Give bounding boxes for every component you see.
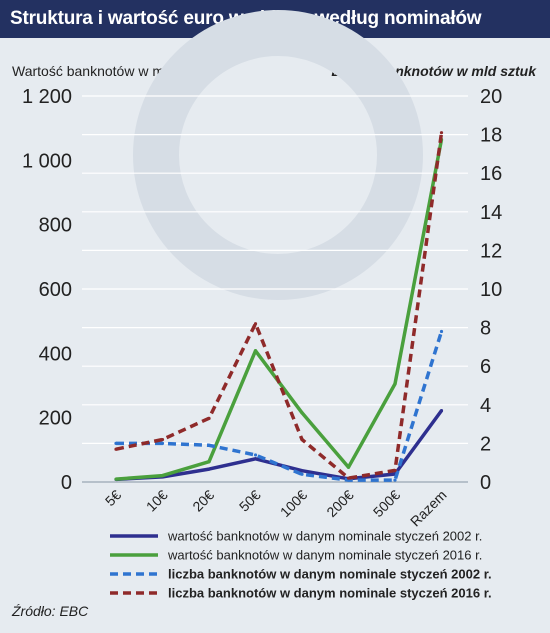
data-point: [207, 443, 211, 447]
x-tick-label: 200€: [323, 487, 356, 520]
right-tick-label: 6: [480, 356, 491, 378]
legend-label: wartość banknotów w danym nominale stycz…: [167, 529, 482, 544]
right-tick-label: 12: [480, 240, 502, 262]
data-point: [207, 467, 211, 471]
x-tick-label: 50€: [236, 487, 264, 515]
data-point: [300, 469, 304, 473]
data-point: [253, 322, 258, 326]
legend: wartość banknotów w danym nominale stycz…: [110, 529, 492, 601]
data-point: [439, 329, 444, 334]
data-point: [300, 437, 304, 442]
grid-lines: [82, 95, 468, 483]
left-tick-label: 600: [39, 279, 72, 301]
legend-label: liczba banknotów w danym nominale stycze…: [168, 567, 492, 582]
left-tick-label: 0: [61, 472, 72, 494]
data-point: [207, 460, 211, 464]
right-tick-label: 0: [480, 472, 491, 494]
right-tick-label: 4: [480, 395, 491, 417]
x-tick-label: Razem: [407, 487, 450, 530]
x-axis-ticks: 5€ 10€ 20€ 50€ 100€ 200€ 500€ Razem: [102, 487, 450, 530]
data-point: [300, 411, 304, 415]
legend-label: wartość banknotów w danym nominale stycz…: [167, 548, 482, 563]
watermark-ring: [133, 10, 423, 300]
data-point: [393, 468, 397, 473]
data-point: [114, 477, 118, 481]
data-point: [160, 473, 165, 478]
data-point: [160, 441, 165, 445]
left-tick-label: 200: [39, 408, 72, 430]
data-point: [439, 131, 444, 135]
right-tick-label: 18: [480, 125, 502, 147]
legend-label: liczba banknotów w danym nominale stycze…: [168, 586, 492, 601]
data-point: [253, 457, 258, 461]
x-tick-label: 500€: [370, 487, 403, 520]
right-tick-label: 16: [480, 163, 502, 185]
left-tick-label: 1 200: [22, 86, 72, 108]
right-tick-label: 10: [480, 279, 502, 301]
series-line-4: [115, 132, 444, 480]
right-tick-label: 2: [480, 433, 491, 455]
data-point: [253, 453, 258, 457]
data-point: [439, 408, 444, 413]
series-lines: [114, 131, 444, 482]
data-point: [393, 478, 397, 482]
data-point: [114, 447, 118, 451]
chart-panel: [0, 38, 550, 633]
data-point: [207, 416, 211, 420]
left-axis-ticks: 0 200 400 600 800 1 000 1 200: [22, 86, 72, 494]
right-axis-ticks: 0 2 4 6 8 10 12 14 16 18 20: [480, 86, 502, 494]
left-tick-label: 800: [39, 215, 72, 237]
left-tick-label: 400: [39, 343, 72, 365]
data-point: [346, 465, 351, 469]
x-tick-label: 100€: [277, 487, 310, 520]
watermark-logo: [133, 10, 423, 300]
x-tick-label: 20€: [189, 487, 217, 515]
data-point: [160, 437, 165, 442]
data-point: [114, 441, 118, 445]
data-point: [346, 476, 351, 480]
data-point: [393, 382, 397, 386]
right-tick-label: 20: [480, 86, 502, 108]
right-tick-label: 14: [480, 202, 502, 224]
x-tick-label: 5€: [102, 487, 124, 509]
right-tick-label: 8: [480, 318, 491, 340]
source-note: Źródło: EBC: [12, 603, 89, 619]
left-tick-label: 1 000: [22, 150, 72, 172]
x-tick-label: 10€: [143, 487, 171, 515]
series-line-1: [115, 409, 443, 482]
series-line-3: [116, 330, 444, 482]
data-point: [300, 472, 304, 476]
data-point: [253, 349, 258, 353]
